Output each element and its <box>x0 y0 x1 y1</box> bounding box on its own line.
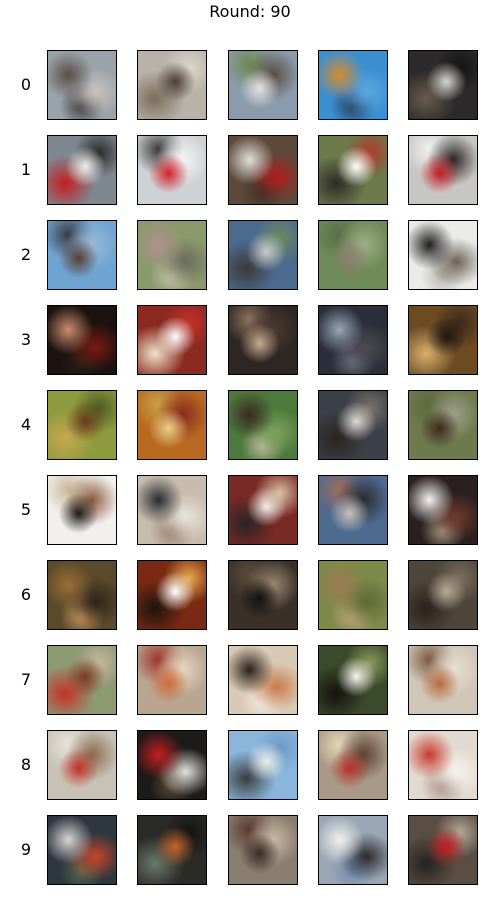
sample-image <box>318 135 388 205</box>
row-label: 6 <box>20 585 32 604</box>
sample-image <box>137 135 207 205</box>
row-label: 9 <box>20 840 32 859</box>
sample-image <box>137 475 207 545</box>
sample-image <box>318 390 388 460</box>
sample-image <box>228 730 298 800</box>
sample-image <box>47 220 117 290</box>
row-label: 2 <box>20 245 32 264</box>
sample-image <box>408 645 478 715</box>
sample-image <box>137 390 207 460</box>
sample-image <box>228 390 298 460</box>
sample-image <box>137 560 207 630</box>
sample-image <box>318 560 388 630</box>
sample-image <box>137 220 207 290</box>
sample-image <box>47 730 117 800</box>
row-label: 0 <box>20 75 32 94</box>
sample-image <box>47 390 117 460</box>
sample-image <box>318 475 388 545</box>
sample-image <box>318 730 388 800</box>
sample-image <box>228 220 298 290</box>
sample-image <box>47 135 117 205</box>
row-label: 5 <box>20 500 32 519</box>
figure-title: Round: 90 <box>209 2 291 21</box>
row-label: 8 <box>20 755 32 774</box>
sample-image <box>228 50 298 120</box>
sample-image <box>408 305 478 375</box>
sample-image <box>318 220 388 290</box>
sample-image <box>137 305 207 375</box>
sample-image <box>47 50 117 120</box>
sample-image <box>47 475 117 545</box>
sample-image <box>408 560 478 630</box>
row-label: 3 <box>20 330 32 349</box>
row-label: 1 <box>20 160 32 179</box>
sample-image <box>228 305 298 375</box>
sample-image <box>318 305 388 375</box>
sample-image <box>408 475 478 545</box>
sample-image <box>318 645 388 715</box>
sample-image <box>137 730 207 800</box>
sample-image <box>228 645 298 715</box>
sample-image <box>47 560 117 630</box>
sample-image <box>137 815 207 885</box>
sample-image <box>137 645 207 715</box>
sample-image <box>318 815 388 885</box>
sample-image <box>408 815 478 885</box>
sample-image <box>318 50 388 120</box>
sample-image <box>408 730 478 800</box>
row-label: 7 <box>20 670 32 689</box>
sample-image <box>228 135 298 205</box>
sample-image <box>228 815 298 885</box>
sample-image <box>47 645 117 715</box>
sample-image <box>408 220 478 290</box>
sample-image <box>408 50 478 120</box>
row-label: 4 <box>20 415 32 434</box>
sample-image <box>408 135 478 205</box>
sample-image <box>408 390 478 460</box>
sample-image <box>47 815 117 885</box>
sample-image <box>228 560 298 630</box>
sample-image <box>137 50 207 120</box>
sample-image <box>47 305 117 375</box>
sample-image <box>228 475 298 545</box>
